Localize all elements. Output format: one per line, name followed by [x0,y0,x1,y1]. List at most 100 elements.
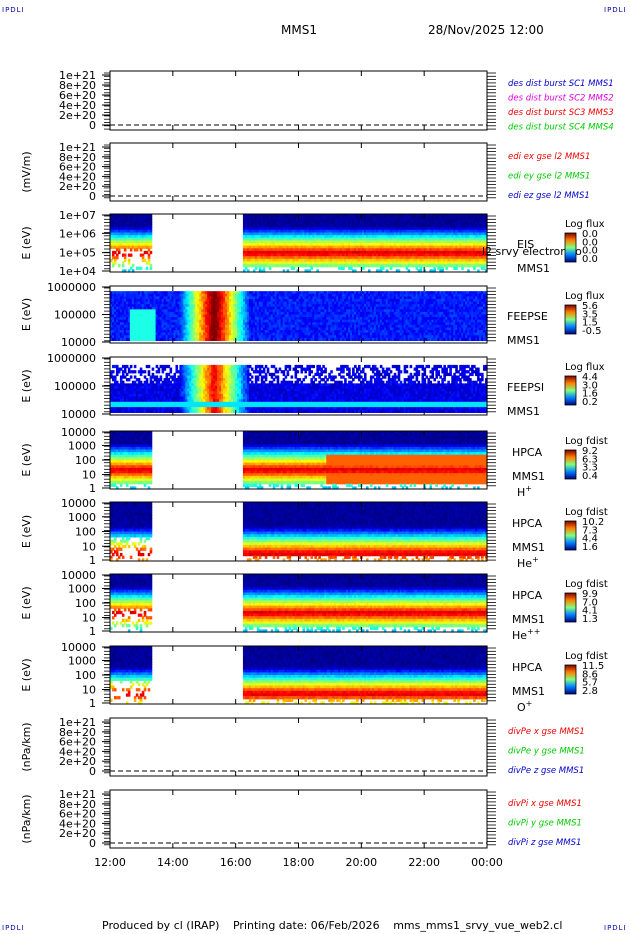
spectrogram-cell [395,264,399,268]
spectrogram-cell [326,219,329,223]
spectrogram-cell [221,324,224,329]
spectrogram-cell [338,216,341,220]
spectrogram-cell [459,229,462,234]
spectrogram-cell [397,261,401,265]
spectrogram-cell [429,229,433,234]
spectrogram-cell [179,291,183,295]
spectrogram-cell [262,269,266,273]
spectrogram-cell [125,309,129,313]
spectrogram-cell [135,229,139,234]
spectrogram-cell [340,219,343,223]
spectrogram-cell [304,256,308,260]
spectrogram-cell [203,311,206,316]
spectrogram-cell [113,319,117,323]
spectrogram-cell [439,221,442,226]
spectrogram-cell [387,240,391,244]
spectrogram-cell [423,219,427,223]
spectrogram-cell [334,232,337,236]
spectrogram-cell [177,304,181,308]
spectrogram-cell [393,240,397,244]
spectrogram-cell [125,243,129,247]
spectrogram-cell [465,235,468,239]
spectrogram-cell [326,240,329,244]
spectrogram-cell [143,221,147,226]
spectrogram-cell [445,258,448,263]
spectrogram-cell [304,232,308,236]
spectrogram-cell [296,235,300,239]
spectrogram-cell [131,296,135,300]
spectrogram-cell [219,332,222,336]
spectrogram-cell [411,240,415,244]
spectrogram-cell [298,216,302,220]
spectrogram-cell [157,301,161,305]
spectrogram-cell [367,219,371,223]
spectrogram-cell [322,237,325,241]
spectrogram-cell [137,232,141,236]
spectrogram-cell [360,258,363,263]
spectrogram-cell [332,256,335,260]
spectrogram-cell [294,258,298,263]
spectrogram-cell [159,309,163,313]
spectrogram-cell [195,311,198,316]
spectrogram-cell [308,243,311,247]
spectrogram-cell [207,327,210,331]
spectrogram-cell [451,253,454,257]
spectrogram-cell [125,291,129,295]
spectrogram-cell [449,261,452,265]
spectrogram-cell [306,248,310,252]
spectrogram-cell [167,309,171,313]
spectrogram-cell [350,243,353,247]
spectrogram-cell [447,243,450,247]
spectrogram-cell [401,245,405,249]
spectrogram-cell [274,237,278,241]
spectrogram-cell [137,309,141,313]
spectrogram-cell [119,337,123,342]
spectrogram-cell [131,314,135,318]
spectrogram-cell [485,248,488,252]
spectrogram-cell [147,309,151,313]
spectrogram-cell [119,243,123,247]
spectrogram-cell [377,240,381,244]
spectrogram-cell [360,221,363,226]
spectrogram-cell [365,248,369,252]
spectrogram-cell [461,258,464,263]
spectrogram-cell [467,227,470,231]
spectrogram-cell [300,243,304,247]
spectrogram-cell [473,237,476,241]
spectrogram-cell [131,232,135,236]
spectrogram-cell [119,219,123,223]
spectrogram-cell [262,261,266,265]
spectrogram-cell [354,245,357,249]
spectrogram-cell [135,227,139,231]
spectrogram-cell [363,264,367,268]
spectrogram-cell [110,214,113,218]
spectrogram-cell [195,293,198,297]
spectrogram-cell [471,240,474,244]
spectrogram-cell [294,224,298,228]
colorbar-tick-3-1: 0.0 [582,229,598,240]
spectrogram-cell [338,221,341,226]
spectrogram-cell [302,264,306,268]
spectrogram-cell [447,232,450,236]
spectrogram-cell [211,337,214,342]
spectrogram-cell [115,221,119,226]
spectrogram-cell [302,250,306,255]
spectrogram-cell [179,296,183,300]
spectrogram-cell [274,235,278,239]
corner-label-bottom-right: IPDLI [604,924,627,932]
spectrogram-cell [254,258,258,263]
spectrogram-cell [360,235,363,239]
spectrogram-cell [147,296,151,300]
spectrogram-cell [391,214,395,218]
spectrogram-cell [431,248,435,252]
spectrogram-cell [375,229,379,234]
spectrogram-cell [113,214,117,218]
spectrogram-cell [425,214,429,218]
spectrogram-cell [401,235,405,239]
spectrogram-cell [177,319,181,323]
spectrogram-cell [441,266,444,270]
spectrogram-cell [411,221,415,226]
spectrogram-cell [254,261,258,265]
spectrogram-cell [153,322,157,326]
spectrogram-cell [187,317,190,321]
